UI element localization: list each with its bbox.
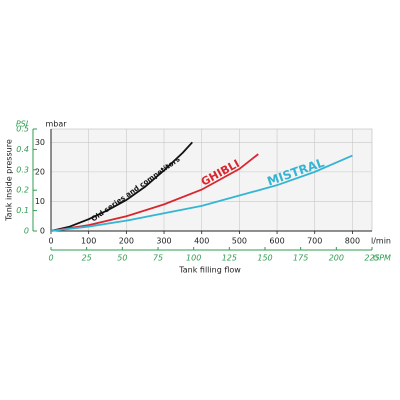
y2-tick-label: 0.2 (16, 186, 29, 195)
x2-tick-label: 25 (82, 254, 92, 263)
y-unit: mbar (45, 120, 67, 129)
x-tick-label: 400 (194, 237, 209, 246)
y-tick-label: 0 (40, 227, 45, 236)
x-tick-label: 100 (81, 237, 96, 246)
x2-tick-label: 200 (329, 254, 344, 263)
x-tick-label: 800 (345, 237, 360, 246)
x-tick-label: 600 (269, 237, 284, 246)
x2-tick-label: 0 (48, 254, 53, 263)
x2-tick-label: 125 (222, 254, 237, 263)
line-series (50, 154, 353, 232)
x2-tick-label: 225 (364, 254, 379, 263)
x-unit: l/min (371, 237, 391, 246)
x2-tick-label: 150 (257, 254, 272, 263)
x-tick-label: 700 (307, 237, 322, 246)
y2-tick-label: 0.1 (16, 206, 29, 215)
line-series (50, 153, 259, 232)
x-tick-label: 500 (232, 237, 247, 246)
y-axis-title: Tank inside pressure (5, 139, 14, 222)
y-tick-label: 20 (35, 167, 45, 176)
y2-tick-label: 0.5 (16, 125, 29, 134)
y2-tick-label: 0.3 (16, 165, 29, 174)
x-tick-label: 200 (119, 237, 134, 246)
y-tick-label: 10 (35, 197, 45, 206)
x-axis-title: Tank filling flow (178, 266, 241, 275)
y2-tick-label: 0.4 (16, 145, 29, 154)
y2-tick-label: 0 (24, 227, 29, 236)
x-tick-label: 0 (48, 237, 53, 246)
y2-unit: PSI (16, 120, 29, 129)
x-tick-label: 300 (156, 237, 171, 246)
y-tick-label: 30 (35, 138, 45, 147)
x2-tick-label: 50 (117, 254, 127, 263)
line-series (50, 141, 193, 232)
x2-tick-label: 75 (153, 254, 163, 263)
x2-tick-label: 100 (186, 254, 201, 263)
plot-area (50, 128, 373, 232)
x2-tick-label: 175 (293, 254, 308, 263)
x2-unit: GPM (373, 254, 391, 263)
